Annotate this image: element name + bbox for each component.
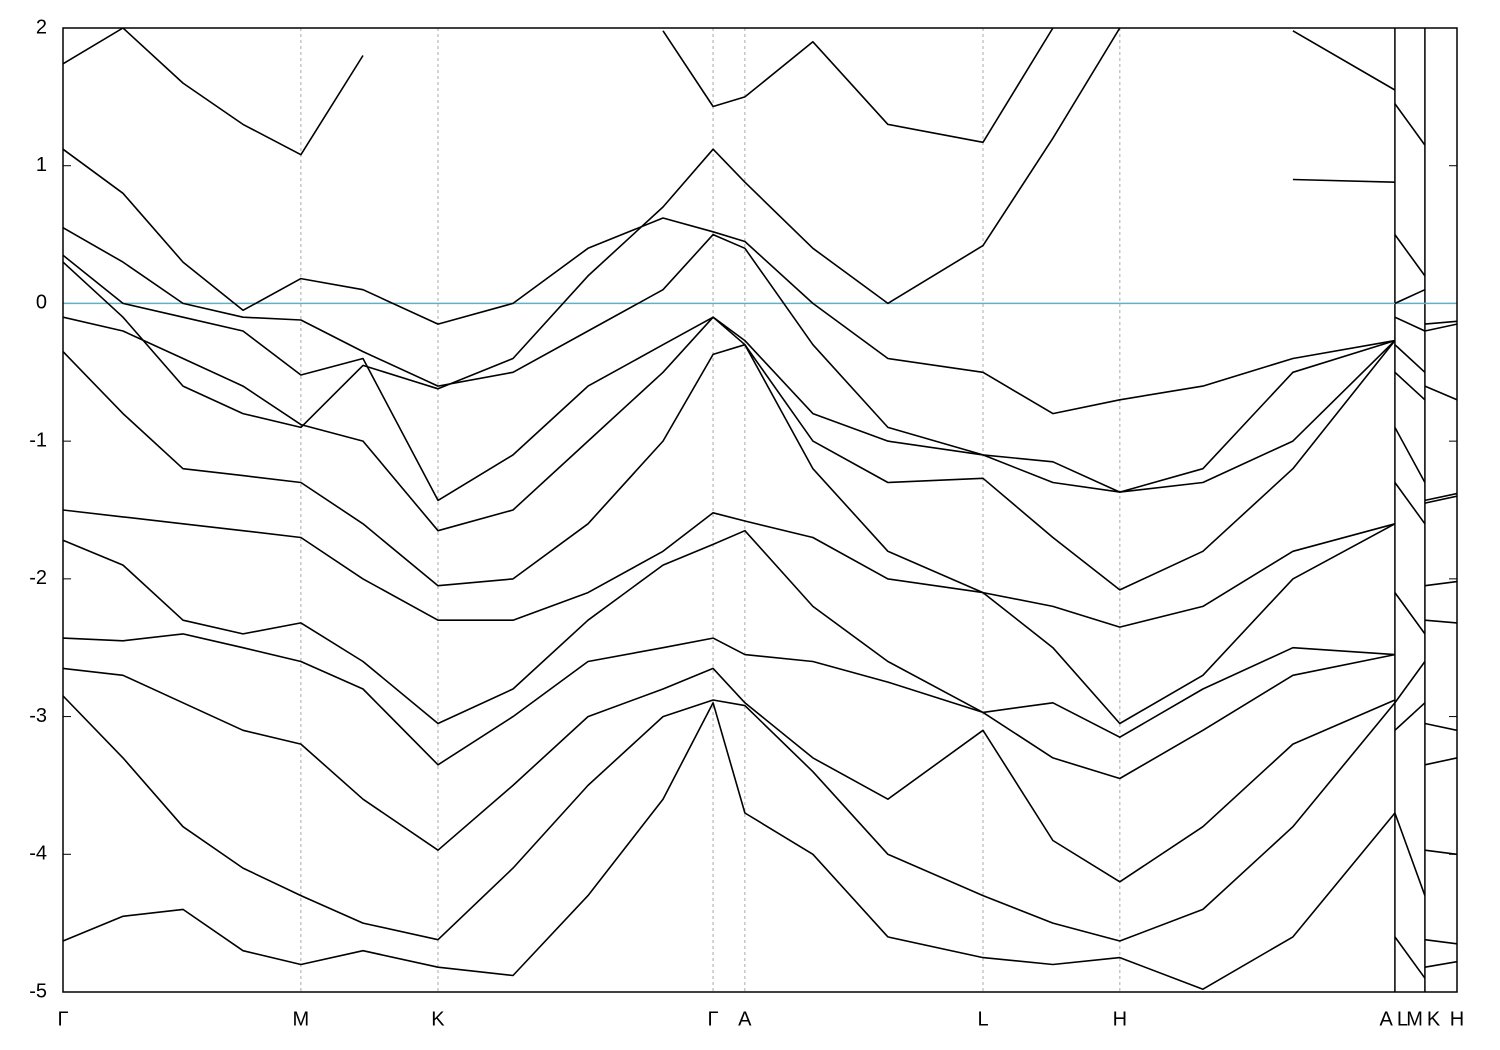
band-line [63, 227, 1457, 493]
x-tick-label: K [431, 1008, 445, 1030]
x-tick-label: H [1113, 1008, 1127, 1030]
band-line [63, 254, 1457, 502]
band-line [63, 28, 1457, 429]
y-tick-label: 2 [36, 16, 47, 38]
x-tick-label: A [1380, 1008, 1394, 1030]
band-line [63, 529, 1457, 738]
x-tick-label: M [1406, 1008, 1423, 1030]
plot-frame [62, 27, 1458, 993]
band-line [63, 148, 1457, 415]
x-tick-label: Γ [57, 1008, 68, 1030]
bands [63, 28, 1457, 990]
x-tick-label: K [1427, 1008, 1441, 1030]
band-line [63, 667, 1457, 883]
band-line [63, 702, 1457, 990]
band-line [63, 28, 1426, 156]
y-tick-label: 1 [36, 154, 47, 176]
band-line [63, 695, 1457, 945]
x-tick-label: L [1397, 1008, 1408, 1030]
x-tick-label: H [1450, 1008, 1464, 1030]
y-tick-label: -3 [29, 705, 47, 727]
y-tick-label: -5 [29, 980, 47, 1002]
band-line [63, 316, 1457, 591]
y-tick-label: -1 [29, 429, 47, 451]
x-tick-label: L [977, 1008, 988, 1030]
band-line [63, 633, 1457, 780]
y-tick-label: -2 [29, 567, 47, 589]
band-line [63, 343, 1457, 628]
x-tick-label: M [293, 1008, 310, 1030]
x-tick-label: Γ [708, 1008, 719, 1030]
y-tick-label: -4 [29, 843, 47, 865]
y-tick-label: 0 [36, 292, 47, 314]
band-line [63, 482, 1457, 725]
x-tick-label: A [738, 1008, 752, 1030]
